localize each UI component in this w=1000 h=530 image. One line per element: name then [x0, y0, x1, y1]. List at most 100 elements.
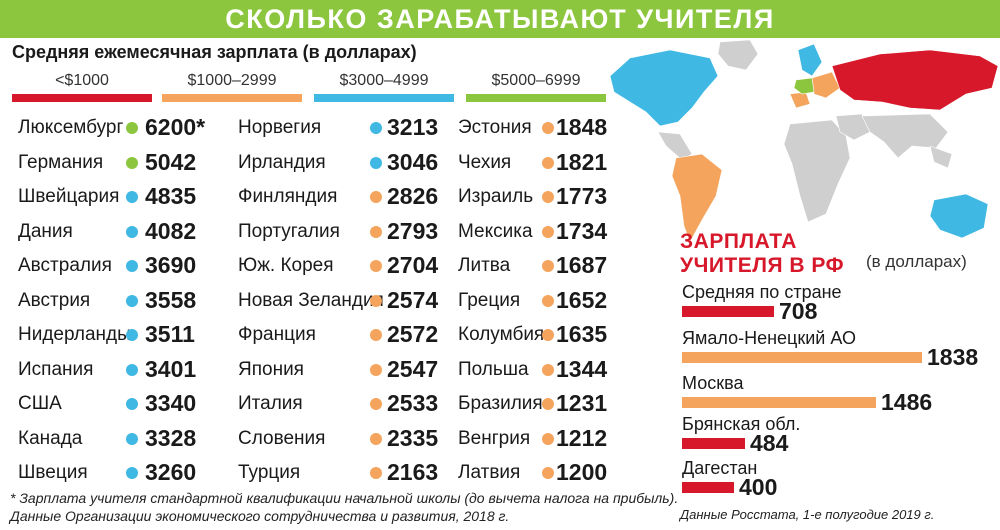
tier-marker: [126, 398, 138, 410]
rf-title-line-2: УЧИТЕЛЯ В РФ: [680, 254, 845, 277]
salary-value: 1200: [556, 459, 608, 485]
map-russia: [831, 49, 999, 111]
country-name: США: [18, 393, 62, 414]
country-name: Турция: [238, 462, 301, 483]
tier-marker: [370, 398, 382, 410]
rf-value-label: 484: [750, 430, 789, 456]
tier-marker: [542, 156, 554, 169]
tier-marker: [542, 122, 554, 134]
country-name: Бразилия: [458, 393, 543, 414]
tier-marker: [542, 467, 554, 479]
tier-marker: [370, 156, 382, 169]
legend-swatch-3000-4999: [314, 94, 454, 102]
tier-marker: [542, 432, 554, 445]
tier-marker: [126, 260, 138, 272]
legend-swatch-5000-6999: [466, 94, 606, 102]
country-name: Юж. Корея: [238, 255, 334, 276]
salary-value: 3340: [145, 390, 197, 416]
country-name: Ирландия: [238, 151, 326, 173]
country-name: Литва: [458, 255, 511, 276]
tier-marker: [370, 260, 382, 272]
tier-marker: [370, 363, 382, 376]
tier-marker: [370, 225, 382, 238]
salary-value: 3213: [387, 114, 439, 140]
map-middle-east: [835, 113, 871, 141]
country-name: Швеция: [18, 462, 88, 483]
tier-marker: [126, 225, 138, 238]
salary-value: 6200*: [145, 114, 206, 140]
salary-value: 2547: [387, 355, 439, 382]
tier-marker: [370, 122, 382, 134]
country-name: Нидерланды: [18, 324, 131, 345]
rf-region-label: Ямало-Ненецкий АО: [682, 328, 856, 348]
country-name: Германия: [18, 151, 104, 173]
salary-value: 3558: [145, 286, 197, 313]
salary-value: 1687: [556, 252, 608, 278]
rf-value-label: 1838: [927, 344, 979, 370]
map-europe-central: [793, 77, 815, 95]
rf-region-label: Москва: [682, 373, 744, 393]
salary-value: 2793: [387, 217, 439, 244]
title-banner: [0, 0, 1000, 38]
country-name: Греция: [458, 289, 521, 311]
legend-label-1000-2999: $1000–2999: [187, 72, 277, 89]
country-name: Финляндия: [238, 186, 338, 207]
salary-value: 1231: [556, 390, 608, 416]
tier-marker: [370, 467, 382, 479]
rf-bar: [682, 482, 734, 493]
map-africa: [783, 119, 851, 223]
rf-region-label: Средняя по стране: [682, 282, 842, 302]
tier-marker: [542, 294, 554, 307]
salary-value: 5042: [145, 148, 197, 175]
salary-value: 2704: [387, 252, 439, 278]
rf-bar: [682, 352, 922, 363]
tier-marker: [126, 329, 138, 341]
salary-value: 3260: [145, 459, 197, 485]
legend-label-3000-4999: $3000–4999: [339, 72, 429, 89]
salary-value: 3690: [145, 252, 197, 278]
salary-value: 3511: [145, 321, 195, 347]
country-name: Франция: [238, 324, 316, 345]
tier-marker: [370, 191, 382, 203]
rf-unit-label: (в долларах): [866, 252, 967, 271]
country-name: Австралия: [18, 255, 112, 276]
footnote-definition: * Зарплата учителя стандартной квалифика…: [10, 490, 679, 506]
world-map: [609, 39, 999, 243]
salary-value: 1848: [556, 114, 608, 140]
tier-marker: [542, 398, 554, 410]
tier-marker: [542, 329, 554, 341]
country-name: Новая Зеландия: [238, 289, 384, 311]
rf-section-title: ЗАРПЛАТА УЧИТЕЛЯ В РФ: [680, 230, 844, 278]
map-europe-south: [789, 91, 811, 109]
salary-value: 1773: [556, 183, 608, 209]
rf-source-note: Данные Росстата, 1-е полугодие 2019 г.: [680, 507, 935, 522]
country-name: Люксембург: [18, 117, 124, 138]
country-name: Колумбия: [458, 324, 545, 345]
rf-value-label: 400: [739, 474, 778, 500]
salary-value: 2163: [387, 459, 439, 485]
world-map-red: [831, 49, 999, 111]
country-name: Португалия: [238, 220, 340, 242]
tier-marker: [126, 191, 138, 203]
country-name: Дания: [18, 220, 73, 242]
map-australia: [929, 193, 989, 239]
legend-swatch-under-1000: [12, 94, 152, 102]
rf-value-label: 1486: [881, 389, 933, 415]
chart-subtitle: Средняя ежемесячная зарплата (в долларах…: [12, 42, 417, 62]
world-map-blue: [609, 43, 989, 239]
world-map-landmass: [657, 39, 953, 223]
tier-marker: [542, 363, 554, 376]
country-name: Швейцария: [18, 186, 120, 207]
rf-region-label: Дагестан: [682, 458, 758, 478]
country-name: Мексика: [458, 220, 533, 242]
salary-value: 1821: [556, 148, 608, 175]
country-name: Венгрия: [458, 427, 531, 449]
tier-marker: [126, 156, 138, 169]
country-name: Израиль: [458, 186, 534, 207]
map-central-america: [657, 131, 693, 161]
country-name: Испания: [18, 358, 94, 380]
rf-title-line-1: ЗАРПЛАТА: [680, 230, 797, 253]
country-name: Япония: [238, 358, 304, 380]
map-greenland: [717, 39, 759, 71]
rf-value-label: 708: [779, 298, 818, 324]
